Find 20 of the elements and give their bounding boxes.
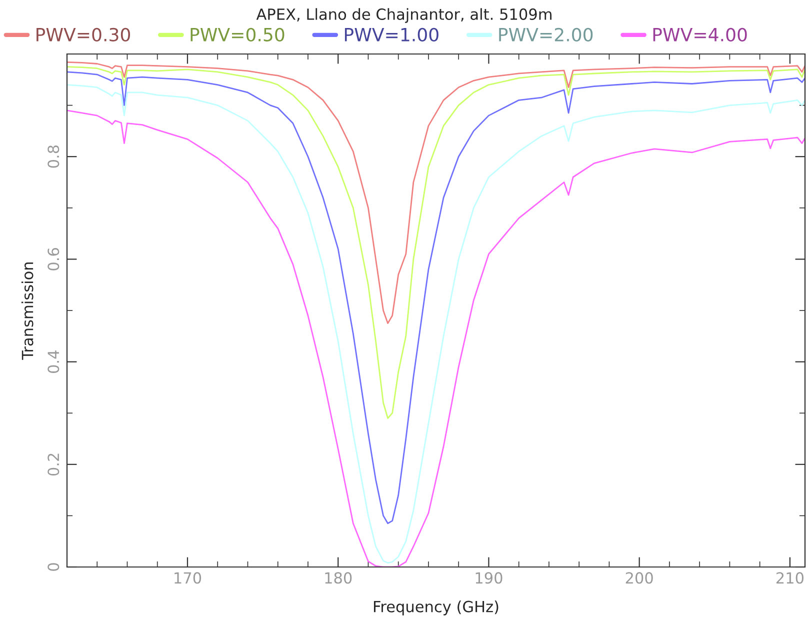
legend-label: PWV=0.30 (36, 28, 130, 42)
y-axis-title: Transmission (21, 262, 34, 360)
legend-label: PWV=0.50 (190, 28, 284, 42)
y-tick-label: 0.2 (48, 454, 60, 476)
legend-label: PWV=1.00 (344, 28, 438, 42)
x-tick-label: 190 (476, 572, 502, 584)
x-tick-label: 180 (325, 572, 352, 584)
y-tick-label: 0 (48, 563, 60, 571)
chart-title: APEX, Llano de Chajnantor, alt. 5109m (256, 8, 552, 23)
x-tick-label: 170 (174, 572, 202, 584)
legend-label: PWV=4.00 (653, 28, 747, 42)
legend-label: PWV=2.00 (499, 28, 593, 42)
y-tick-label: 0.8 (48, 145, 60, 168)
y-tick-label: 0.4 (48, 350, 60, 373)
y-tick-label: 0.6 (48, 248, 60, 270)
x-axis-title: Frequency (GHz) (374, 600, 498, 616)
x-tick-label: 210 (776, 572, 804, 584)
line-series (67, 66, 805, 419)
line-series (67, 62, 805, 324)
x-tick-label: 200 (626, 572, 653, 584)
